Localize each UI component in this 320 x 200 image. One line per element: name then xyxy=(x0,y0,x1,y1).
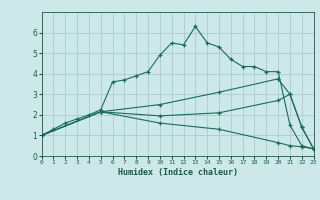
X-axis label: Humidex (Indice chaleur): Humidex (Indice chaleur) xyxy=(118,168,237,177)
